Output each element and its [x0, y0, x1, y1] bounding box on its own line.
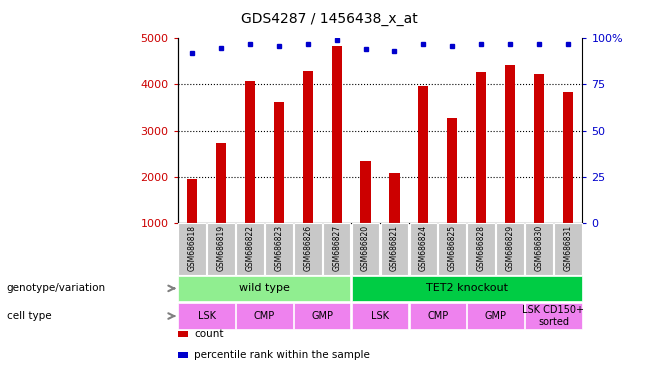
Text: GSM686825: GSM686825: [447, 225, 457, 271]
Text: cell type: cell type: [7, 311, 51, 321]
Bar: [505, 65, 515, 223]
Text: GSM686831: GSM686831: [563, 225, 572, 271]
Text: LSK: LSK: [197, 311, 216, 321]
Bar: [303, 71, 313, 223]
Text: GSM686824: GSM686824: [419, 225, 428, 271]
Bar: [534, 74, 544, 223]
Bar: [274, 102, 284, 223]
Text: GSM686828: GSM686828: [476, 225, 486, 271]
Text: GSM686819: GSM686819: [216, 225, 226, 271]
Text: CMP: CMP: [427, 311, 449, 321]
Bar: [476, 72, 486, 223]
Text: genotype/variation: genotype/variation: [7, 283, 106, 293]
Text: percentile rank within the sample: percentile rank within the sample: [194, 350, 370, 360]
Bar: [361, 161, 370, 223]
Text: GSM686820: GSM686820: [361, 225, 370, 271]
Text: wild type: wild type: [239, 283, 290, 293]
Text: GMP: GMP: [484, 311, 507, 321]
Text: count: count: [194, 329, 224, 339]
Bar: [563, 92, 573, 223]
Bar: [447, 118, 457, 223]
Text: GMP: GMP: [311, 311, 333, 321]
Bar: [390, 173, 399, 223]
Text: GSM686818: GSM686818: [188, 225, 197, 271]
Text: LSK CD150+
sorted: LSK CD150+ sorted: [522, 305, 584, 327]
Text: GDS4287 / 1456438_x_at: GDS4287 / 1456438_x_at: [241, 12, 417, 25]
Text: GSM686821: GSM686821: [390, 225, 399, 271]
Text: GSM686823: GSM686823: [274, 225, 284, 271]
Text: CMP: CMP: [254, 311, 275, 321]
Text: GSM686822: GSM686822: [245, 225, 255, 271]
Text: GSM686829: GSM686829: [505, 225, 515, 271]
Text: GSM686830: GSM686830: [534, 225, 544, 271]
Text: TET2 knockout: TET2 knockout: [426, 283, 508, 293]
Bar: [332, 46, 342, 223]
Text: GSM686826: GSM686826: [303, 225, 313, 271]
Text: LSK: LSK: [371, 311, 389, 321]
Bar: [187, 179, 197, 223]
Bar: [216, 144, 226, 223]
Bar: [418, 86, 428, 223]
Bar: [245, 81, 255, 223]
Text: GSM686827: GSM686827: [332, 225, 341, 271]
